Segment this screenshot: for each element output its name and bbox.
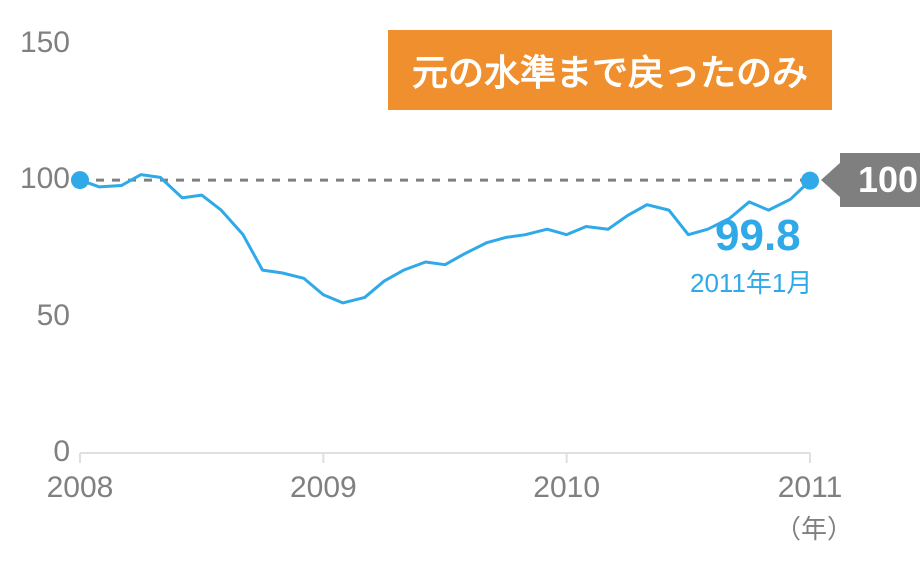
badge-arrow-icon (821, 162, 841, 198)
end-value-label: 99.8 (715, 211, 801, 261)
reference-badge: 100 (840, 153, 920, 207)
y-tick-150: 150 (10, 26, 70, 60)
end-date-label: 2011年1月 (690, 263, 812, 300)
callout-banner: 元の水準まで戻ったのみ (388, 30, 832, 110)
x-tick-2009: 2009 (290, 471, 357, 505)
y-tick-100: 100 (10, 162, 70, 196)
chart: 150 100 50 0 2008 2009 2010 2011 （年） 元の水… (0, 0, 920, 588)
x-tick-2011: 2011 (778, 471, 843, 505)
x-tick-2010: 2010 (533, 471, 600, 505)
x-tick-2008: 2008 (47, 471, 114, 505)
x-axis-unit: （年） (775, 509, 853, 546)
y-tick-0: 0 (10, 435, 70, 469)
y-tick-50: 50 (10, 299, 70, 333)
